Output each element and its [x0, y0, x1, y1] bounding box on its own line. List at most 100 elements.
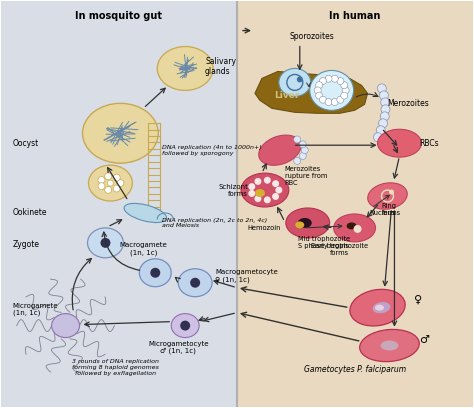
Circle shape: [100, 238, 110, 248]
Circle shape: [381, 105, 390, 114]
Circle shape: [316, 82, 323, 89]
Circle shape: [331, 75, 338, 82]
Bar: [237, 1, 473, 407]
Text: Oocyst: Oocyst: [13, 139, 39, 148]
Circle shape: [379, 119, 388, 128]
Circle shape: [381, 98, 390, 107]
Text: Nucleus: Nucleus: [370, 210, 396, 216]
Text: Sporozoites: Sporozoites: [290, 32, 335, 41]
Circle shape: [319, 96, 327, 103]
Ellipse shape: [178, 269, 212, 297]
Circle shape: [325, 75, 332, 82]
Circle shape: [275, 186, 283, 193]
Circle shape: [255, 195, 262, 202]
Circle shape: [248, 190, 255, 197]
Circle shape: [314, 87, 321, 94]
Circle shape: [301, 147, 308, 154]
Circle shape: [380, 112, 389, 121]
Ellipse shape: [295, 222, 304, 228]
Circle shape: [377, 84, 386, 93]
Ellipse shape: [52, 314, 80, 337]
Text: Microgametocyte
♂ (1n, 1c): Microgametocyte ♂ (1n, 1c): [148, 341, 209, 354]
Circle shape: [341, 82, 348, 89]
Text: Hemozoin: Hemozoin: [247, 225, 280, 231]
Circle shape: [341, 92, 348, 99]
Circle shape: [98, 177, 105, 184]
Circle shape: [294, 136, 301, 143]
Circle shape: [337, 96, 344, 103]
Circle shape: [354, 225, 362, 233]
Circle shape: [331, 99, 338, 106]
Ellipse shape: [373, 302, 391, 313]
Circle shape: [297, 76, 303, 82]
Text: Merozoites
rupture from
RBC: Merozoites rupture from RBC: [285, 166, 327, 186]
Circle shape: [105, 186, 112, 193]
Circle shape: [325, 99, 332, 106]
Circle shape: [342, 87, 349, 94]
Ellipse shape: [334, 214, 375, 242]
Circle shape: [248, 183, 255, 190]
Circle shape: [180, 321, 190, 330]
Ellipse shape: [157, 47, 213, 91]
Text: Ring
forms: Ring forms: [382, 204, 401, 217]
Ellipse shape: [360, 329, 419, 361]
Ellipse shape: [139, 259, 171, 287]
Text: Zygote: Zygote: [13, 240, 40, 249]
Text: Mid trophozoite
S phase begins: Mid trophozoite S phase begins: [298, 236, 350, 249]
Ellipse shape: [368, 183, 407, 209]
Text: 3 rounds of DNA replication
forming 8 haploid genomes
followed by exflagellation: 3 rounds of DNA replication forming 8 ha…: [72, 359, 159, 376]
Circle shape: [117, 180, 124, 186]
Circle shape: [190, 278, 200, 288]
Text: ♂: ♂: [419, 335, 429, 344]
Ellipse shape: [310, 71, 354, 110]
Text: Macrogametocyte
♀ (1n, 1c): Macrogametocyte ♀ (1n, 1c): [215, 269, 278, 282]
Ellipse shape: [381, 341, 399, 350]
Circle shape: [255, 178, 262, 185]
Text: Macrogamete
(1n, 1c): Macrogamete (1n, 1c): [119, 242, 167, 256]
Ellipse shape: [375, 305, 384, 310]
Circle shape: [299, 153, 306, 160]
Circle shape: [389, 190, 394, 195]
Circle shape: [150, 268, 160, 278]
Circle shape: [319, 78, 327, 84]
Circle shape: [105, 173, 112, 180]
Circle shape: [264, 196, 271, 203]
Text: Microgamete
(1n, 1c): Microgamete (1n, 1c): [13, 303, 58, 316]
Ellipse shape: [241, 173, 289, 207]
Text: Ookinete: Ookinete: [13, 208, 47, 217]
Text: Salivary
glands: Salivary glands: [205, 57, 236, 76]
Ellipse shape: [171, 314, 199, 337]
Ellipse shape: [259, 135, 301, 165]
Text: In mosquito gut: In mosquito gut: [75, 11, 162, 21]
Circle shape: [376, 126, 385, 135]
Circle shape: [98, 183, 105, 190]
Ellipse shape: [255, 189, 265, 197]
Text: DNA replication (4n to 1000n+)
followed by sporogony: DNA replication (4n to 1000n+) followed …: [162, 145, 262, 155]
Text: ♀: ♀: [414, 295, 422, 305]
Circle shape: [316, 92, 323, 99]
Ellipse shape: [279, 69, 311, 96]
Circle shape: [374, 133, 383, 142]
Text: Gametocytes P. falciparum: Gametocytes P. falciparum: [303, 365, 406, 374]
Circle shape: [113, 174, 120, 181]
Bar: [1, 1, 237, 407]
Ellipse shape: [124, 204, 166, 222]
Ellipse shape: [350, 289, 405, 326]
Ellipse shape: [88, 228, 123, 258]
Ellipse shape: [89, 165, 132, 201]
Polygon shape: [255, 71, 367, 113]
Circle shape: [294, 157, 301, 164]
Circle shape: [299, 141, 306, 148]
Circle shape: [337, 78, 344, 84]
Text: Early trophozoite
forms: Early trophozoite forms: [311, 243, 368, 256]
Text: DNA replication (2n, 2c to 2n, 4c)
and Meiosis: DNA replication (2n, 2c to 2n, 4c) and M…: [162, 217, 267, 228]
Circle shape: [272, 193, 279, 200]
Text: Merozoites: Merozoites: [387, 99, 429, 108]
Text: Schizont
forms: Schizont forms: [218, 184, 248, 197]
Ellipse shape: [377, 129, 421, 157]
Circle shape: [272, 180, 279, 187]
Text: In human: In human: [329, 11, 380, 21]
Circle shape: [264, 177, 271, 184]
Circle shape: [113, 185, 120, 192]
Circle shape: [108, 180, 113, 186]
